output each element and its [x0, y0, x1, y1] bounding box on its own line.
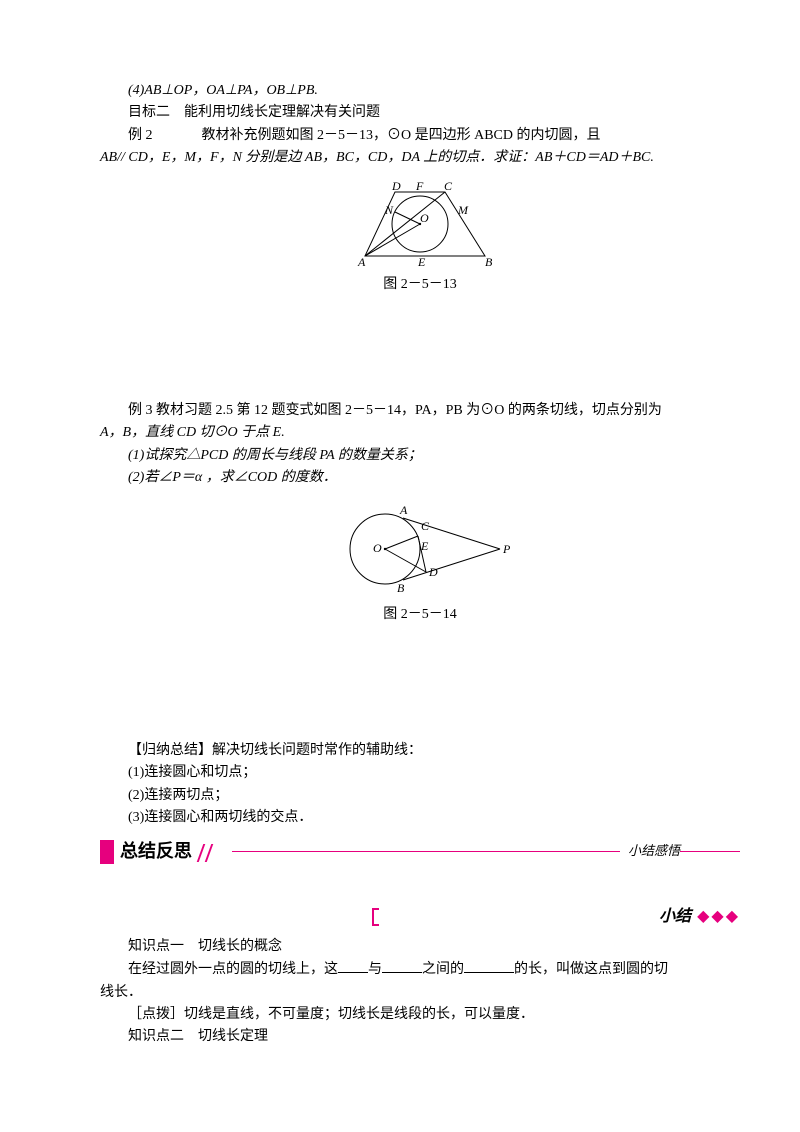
goal-2: 目标二 能利用切线长定理解决有关问题	[100, 102, 740, 124]
bracket-icon	[369, 907, 383, 927]
blank-2	[382, 958, 422, 973]
xiaojie-row: 小结 ◆◆◆	[100, 904, 740, 930]
header-line	[232, 851, 620, 853]
kp1-a: 在经过圆外一点的圆的切线上，这	[128, 962, 338, 977]
kp1-d: 的长，叫做这点到圆的切	[514, 962, 668, 977]
svg-text:C: C	[421, 519, 430, 533]
svg-text:A: A	[357, 255, 366, 269]
summary-3: (3)连接圆心和两切线的交点．	[100, 807, 740, 829]
spacer-3	[100, 874, 740, 894]
pink-bar-icon	[100, 840, 114, 864]
section-header: 总结反思 小结感悟	[100, 837, 740, 866]
summary-title: 【归纳总结】解决切线长问题时常作的辅助线：	[100, 740, 740, 762]
summary-1: (1)连接圆心和切点；	[100, 762, 740, 784]
svg-text:M: M	[457, 203, 469, 217]
svg-text:F: F	[415, 179, 424, 193]
svg-text:P: P	[502, 542, 511, 556]
line-ab-op: (4)AB⊥OP，OA⊥PA，OB⊥PB.	[100, 80, 740, 102]
xiaojie-label: 小结	[659, 904, 691, 930]
svg-text:A: A	[399, 503, 408, 517]
ex3-q1: (1)试探究△PCD 的周长与线段 PA 的数量关系；	[100, 445, 740, 467]
diamonds-icon: ◆◆◆	[697, 904, 740, 930]
fig2-svg: O A B C D E P	[325, 494, 515, 604]
ex2-line2: AB// CD，E，M，F，N 分别是边 AB，BC，CD，DA 上的切点．求证…	[100, 147, 740, 169]
kp1-b: 与	[368, 962, 382, 977]
svg-text:B: B	[485, 255, 493, 269]
example-3: 例 3 教材习题 2.5 第 12 题变式如图 2－5－14，PA，PB 为⊙O…	[100, 400, 740, 422]
kp1-e: 线长．	[100, 982, 740, 1004]
blank-1	[338, 958, 368, 973]
kp1-body: 在经过圆外一点的圆的切线上，这 与 之间的 的长，叫做这点到圆的切	[100, 958, 740, 981]
svg-text:N: N	[384, 203, 394, 217]
spacer-1	[100, 300, 740, 400]
kp1-title: 知识点一 切线长的概念	[100, 936, 740, 958]
ex3-line2: A，B，直线 CD 切⊙O 于点 E.	[100, 422, 740, 444]
svg-text:O: O	[373, 541, 382, 555]
example-2: 例 2 教材补充例题如图 2－5－13，⊙O 是四边形 ABCD 的内切圆，且	[100, 125, 740, 147]
figure-2-5-14: O A B C D E P 图 2－5－14	[100, 494, 740, 626]
ex3-q2: (2)若∠P＝α ，求∠COD 的度数．	[100, 467, 740, 489]
svg-text:D: D	[428, 565, 438, 579]
ex2-text: 教材补充例题如图 2－5－13，⊙O 是四边形 ABCD 的内切圆，且	[202, 128, 601, 143]
ex3-label: 例 3	[128, 403, 153, 418]
svg-text:C: C	[444, 179, 453, 193]
gantong-text: 小结感悟	[628, 841, 680, 862]
kp2-title: 知识点二 切线长定理	[100, 1026, 740, 1048]
ex3-text: 教材习题 2.5 第 12 题变式如图 2－5－14，PA，PB 为⊙O 的两条…	[156, 403, 662, 418]
kp1-c: 之间的	[422, 962, 464, 977]
fig1-svg: A B C D E O N F M	[330, 174, 510, 274]
blank-3	[464, 958, 514, 973]
svg-text:D: D	[391, 179, 401, 193]
fig1-caption: 图 2－5－13	[100, 274, 740, 296]
slash-icon	[196, 842, 220, 862]
kp1-hint: ［点拨］切线是直线，不可量度；切线长是线段的长，可以量度．	[100, 1004, 740, 1026]
svg-text:E: E	[420, 539, 429, 553]
svg-text:O: O	[420, 211, 429, 225]
summary-2: (2)连接两切点；	[100, 785, 740, 807]
ex2-label: 例 2	[128, 128, 153, 143]
section-title: 总结反思	[120, 837, 192, 866]
page-content: (4)AB⊥OP，OA⊥PA，OB⊥PB. 目标二 能利用切线长定理解决有关问题…	[0, 0, 800, 1109]
figure-2-5-13: A B C D E O N F M 图 2－5－13	[100, 174, 740, 296]
svg-text:E: E	[417, 255, 426, 269]
fig2-caption: 图 2－5－14	[100, 604, 740, 626]
spacer-2	[100, 630, 740, 740]
svg-text:B: B	[397, 581, 405, 595]
header-line-right	[680, 851, 740, 853]
